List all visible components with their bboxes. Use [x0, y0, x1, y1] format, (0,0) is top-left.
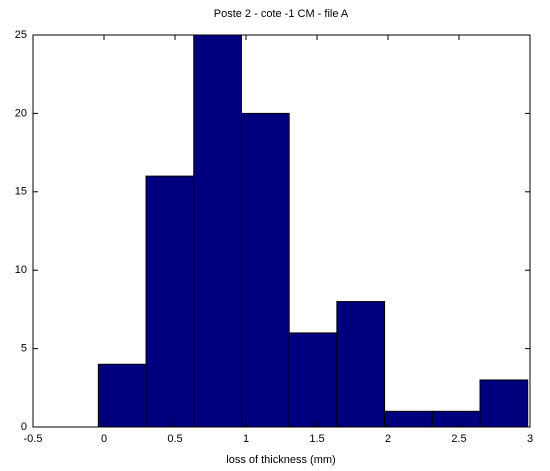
bar [240, 112, 290, 428]
x-tick-label: 0 [101, 433, 107, 445]
x-tick-label: 0.5 [167, 433, 182, 445]
y-tick-label: 0 [21, 421, 27, 433]
y-tick-label: 15 [15, 186, 27, 198]
chart-title: Poste 2 - cote -1 CM - file A [214, 8, 349, 20]
plot-frame [32, 34, 531, 428]
bar [97, 363, 147, 428]
x-tick-label: 2.5 [451, 433, 466, 445]
bar [479, 379, 529, 428]
bar [336, 301, 386, 428]
bar [384, 410, 433, 428]
y-tick-label: 10 [15, 264, 27, 276]
x-tick-label: 1 [243, 433, 249, 445]
y-tick-label: 20 [15, 107, 27, 119]
y-tick-label: 5 [21, 343, 27, 355]
x-axis-label: loss of thickness (mm) [226, 454, 335, 466]
x-tick-label: 3 [527, 433, 533, 445]
bar [288, 332, 338, 428]
bar [431, 410, 481, 428]
bar [145, 175, 195, 428]
bar [193, 34, 242, 428]
x-tick-label: -0.5 [24, 433, 43, 445]
y-tick-label: 25 [15, 29, 27, 41]
x-tick-label: 2 [385, 433, 391, 445]
x-tick-label: 1.5 [309, 433, 324, 445]
